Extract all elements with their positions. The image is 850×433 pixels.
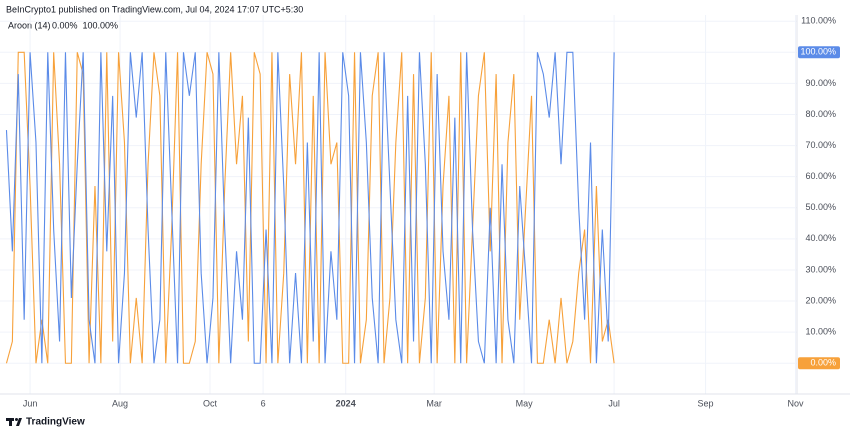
x-tick-label: 2024 [336,398,356,408]
x-tick-label: Sep [698,398,714,408]
x-tick-label: Nov [788,398,805,408]
legend-value: 100.00% [83,20,119,30]
footer: TradingView [26,417,85,428]
x-tick-label: Jun [23,398,38,408]
indicator-name: Aroon (14) [8,20,51,30]
y-tick-label: 30.00% [805,264,836,274]
price-tag-label: 100.00% [800,47,836,57]
y-tick-label: 10.00% [805,327,836,337]
y-tick-label: 80.00% [805,109,836,119]
price-tag [798,357,840,370]
aroon-line [5,51,615,364]
logo [6,418,22,426]
y-tick-label: 20.00% [805,295,836,305]
y-tick-label: 40.00% [805,233,836,243]
price-tag-label: 0.00% [810,358,836,368]
header: BeInCrypto1 published on TradingView.com… [6,4,303,14]
y-tick-label: 70.00% [805,140,836,150]
x-tick-label: Mar [426,398,442,408]
y-tick-label: 110.00% [801,16,836,26]
x-tick-label: Jul [608,398,620,408]
x-tick-label: Aug [112,398,128,408]
legend-value: 0.00% [52,20,78,30]
y-tick-label: 50.00% [805,202,836,212]
y-tick-label: 90.00% [805,78,836,88]
y-tick-label: 60.00% [805,171,836,181]
x-tick-label: 6 [261,398,266,408]
x-tick-label: Oct [203,398,218,408]
x-tick-label: May [516,398,534,408]
price-tag [798,46,840,59]
